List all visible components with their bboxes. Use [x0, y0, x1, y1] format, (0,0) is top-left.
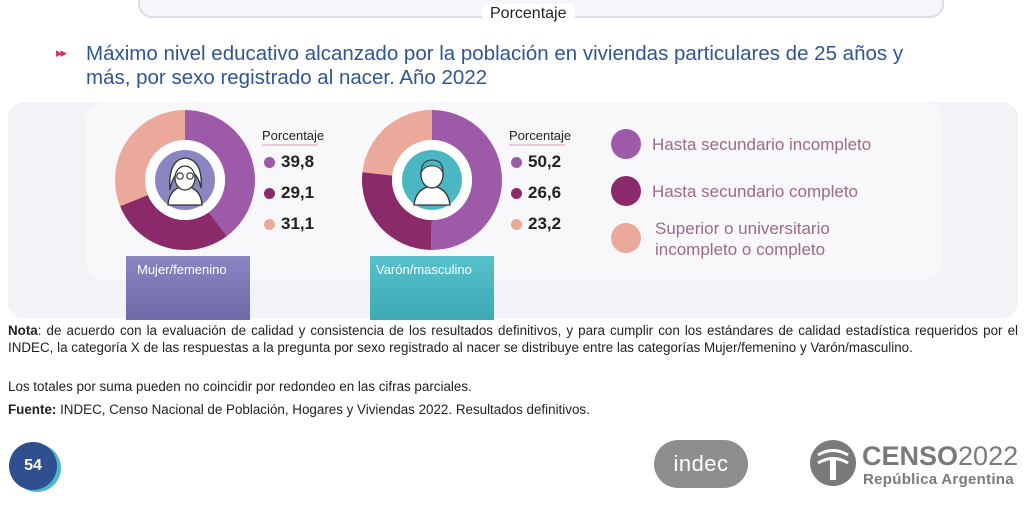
varon-slice-incompleto: [431, 110, 502, 250]
varon-dot-1: [511, 188, 522, 199]
mujer-slice-superior: [115, 110, 185, 207]
legend-dot-incompleto: [611, 129, 641, 159]
woman-avatar-icon: [145, 140, 225, 220]
mujer-value-1: 29,1: [281, 183, 315, 202]
censo-wordmark: CENSO2022: [862, 441, 1019, 471]
mujer-dot-0: [264, 157, 275, 168]
legend-label-incompleto: Hasta secundario incompleto: [652, 135, 872, 154]
man-avatar-icon: [392, 140, 472, 220]
varon-slice-completo: [362, 172, 432, 250]
varon-label: Varón/masculino: [376, 262, 472, 277]
mujer-value-0: 39,8: [281, 152, 315, 171]
varon-value-header: Porcentaje: [509, 128, 571, 146]
fuente: Fuente: INDEC, Censo Nacional de Poblaci…: [8, 402, 590, 417]
varon-value-0: 50,2: [528, 152, 562, 171]
censo-logo-icon: [810, 440, 856, 486]
donut-varon: [362, 110, 502, 250]
mujer-label: Mujer/femenino: [137, 262, 227, 277]
unit-label: Porcentaje: [482, 4, 575, 24]
totales-note: Los totales por suma pueden no coincidir…: [8, 379, 472, 394]
page-number: 54: [9, 442, 57, 490]
mujer-value-2: 31,1: [281, 214, 315, 233]
nota: Nota: de acuerdo con la evaluación de ca…: [8, 323, 1018, 355]
legend-dot-completo: [611, 176, 641, 206]
mujer-slice-incompleto: [185, 110, 256, 237]
legend-label-completo: Hasta secundario completo: [652, 182, 859, 201]
mujer-label-bar: Mujer/femenino: [126, 256, 250, 320]
legend-dot-superior: [611, 223, 641, 253]
varon-label-bar: Varón/masculino: [370, 256, 494, 320]
varon-value-1: 26,6: [528, 183, 562, 202]
mujer-slice-completo: [120, 194, 227, 251]
varon-dot-2: [511, 219, 522, 230]
censo-subtitle: República Argentina: [863, 471, 1014, 488]
varon-dot-0: [511, 157, 522, 168]
varon-slice-superior: [362, 110, 432, 176]
donut-mujer: [115, 110, 256, 251]
mujer-dot-1: [264, 188, 275, 199]
double-chevron-icon: ▸▸: [56, 45, 67, 60]
indec-logo: indec: [654, 440, 748, 488]
chart-title: Máximo nivel educativo alcanzado por la …: [86, 42, 904, 89]
mujer-dot-2: [264, 219, 275, 230]
mujer-value-header: Porcentaje: [262, 128, 324, 146]
varon-value-2: 23,2: [528, 214, 562, 233]
legend-label-superior: Superior o universitario incompleto o co…: [655, 219, 830, 259]
